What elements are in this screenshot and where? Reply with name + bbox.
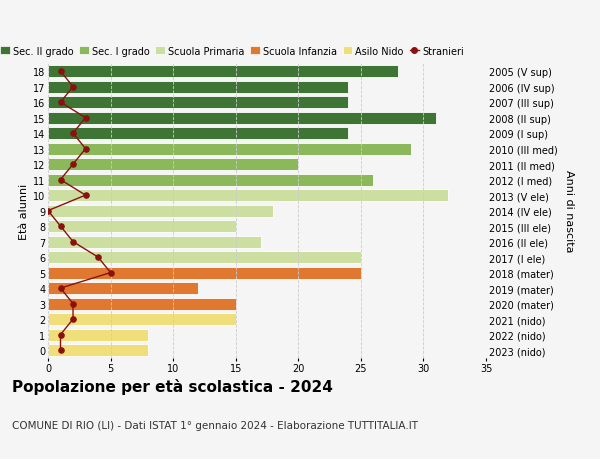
Bar bbox=[48, 205, 273, 217]
Bar bbox=[48, 112, 436, 124]
Point bbox=[68, 300, 78, 308]
Point bbox=[56, 223, 65, 230]
Legend: Sec. II grado, Sec. I grado, Scuola Primaria, Scuola Infanzia, Asilo Nido, Stran: Sec. II grado, Sec. I grado, Scuola Prim… bbox=[0, 46, 464, 56]
Point bbox=[43, 207, 53, 215]
Point bbox=[81, 146, 91, 153]
Text: COMUNE DI RIO (LI) - Dati ISTAT 1° gennaio 2024 - Elaborazione TUTTITALIA.IT: COMUNE DI RIO (LI) - Dati ISTAT 1° genna… bbox=[12, 420, 418, 430]
Bar bbox=[48, 143, 411, 155]
Point bbox=[56, 177, 65, 184]
Bar bbox=[48, 97, 349, 109]
Point bbox=[68, 238, 78, 246]
Bar bbox=[48, 221, 236, 233]
Bar bbox=[48, 236, 261, 248]
Bar bbox=[48, 81, 349, 94]
Point bbox=[56, 285, 65, 292]
Point bbox=[81, 192, 91, 199]
Bar bbox=[48, 159, 298, 171]
Bar bbox=[48, 313, 236, 325]
Point bbox=[93, 254, 103, 261]
Point bbox=[68, 161, 78, 168]
Bar bbox=[48, 329, 148, 341]
Bar bbox=[48, 66, 398, 78]
Y-axis label: Anni di nascita: Anni di nascita bbox=[565, 170, 574, 252]
Point bbox=[68, 84, 78, 91]
Bar bbox=[48, 190, 448, 202]
Bar bbox=[48, 252, 361, 263]
Point bbox=[106, 269, 115, 277]
Y-axis label: Età alunni: Età alunni bbox=[19, 183, 29, 239]
Bar bbox=[48, 344, 148, 356]
Text: Popolazione per età scolastica - 2024: Popolazione per età scolastica - 2024 bbox=[12, 379, 333, 395]
Point bbox=[81, 115, 91, 122]
Point bbox=[68, 316, 78, 323]
Point bbox=[56, 68, 65, 76]
Bar bbox=[48, 298, 236, 310]
Bar bbox=[48, 282, 198, 295]
Point bbox=[56, 99, 65, 106]
Bar bbox=[48, 128, 349, 140]
Point bbox=[68, 130, 78, 138]
Bar bbox=[48, 174, 373, 186]
Point bbox=[56, 347, 65, 354]
Point bbox=[56, 331, 65, 338]
Bar bbox=[48, 267, 361, 279]
